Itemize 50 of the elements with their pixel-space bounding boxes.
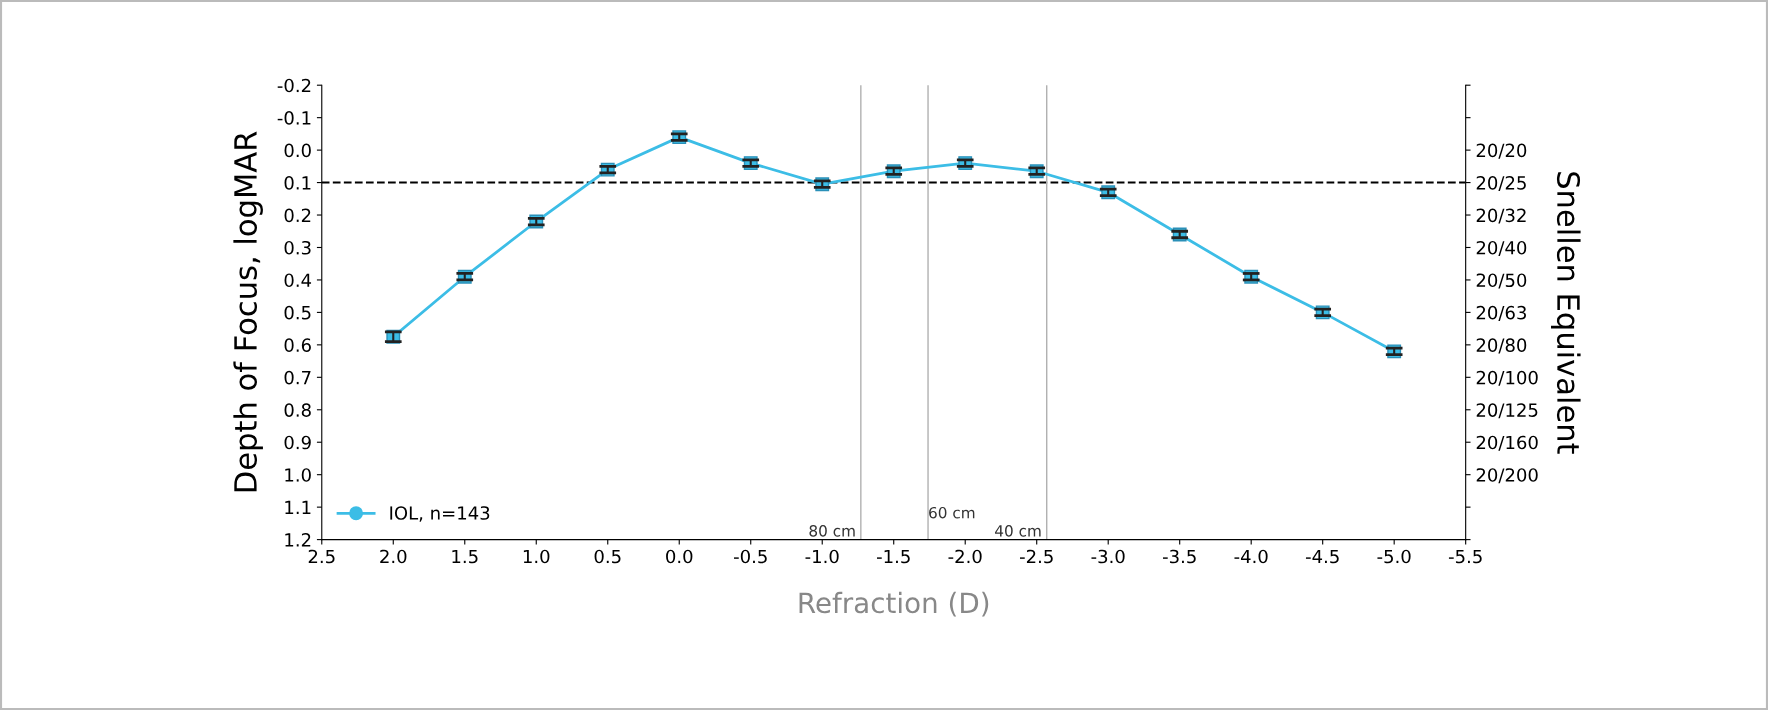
y-tick-label: 0.8 — [284, 403, 311, 417]
x-tick-label: -1.0 — [805, 549, 839, 564]
y-tick-label: 0.3 — [284, 240, 311, 255]
y-tick-label: 0.2 — [284, 208, 311, 223]
x-tick-label: 1.5 — [452, 549, 478, 564]
y-tick-label: 1.2 — [285, 533, 311, 547]
x-tick-label: -5.0 — [1377, 549, 1411, 564]
category-label: 20/32 — [1476, 208, 1526, 224]
y2-axis-title: Snellen Equivalent — [1551, 172, 1581, 454]
y-axis-title: Depth of Focus, logMAR — [233, 131, 263, 492]
y-tick-label: -0.2 — [277, 78, 311, 93]
x-tick-label: -4.0 — [1234, 549, 1268, 564]
category-label: 20/40 — [1476, 240, 1527, 257]
category-label: 20/80 — [1476, 338, 1527, 354]
x-tick-label: -3.5 — [1162, 549, 1196, 564]
y-tick-label: 1.0 — [285, 468, 311, 482]
ref-line-label: 60 cm — [929, 506, 975, 519]
category-label: 20/63 — [1476, 305, 1526, 321]
x-axis-title: Refraction (D) — [799, 591, 989, 617]
category-label: 20/25 — [1476, 176, 1526, 192]
x-tick-label: 0.0 — [666, 549, 693, 564]
category-label: 20/125 — [1476, 403, 1538, 419]
y-tick-label: 0.7 — [284, 370, 311, 385]
ref-line-label: 40 cm — [995, 525, 1041, 537]
y-tick-label: 1.1 — [285, 500, 311, 514]
y-tick-label: 0.5 — [284, 305, 311, 320]
category-label: 20/160 — [1476, 435, 1538, 451]
category-label: 20/20 — [1476, 143, 1527, 159]
category-label: 20/100 — [1476, 370, 1538, 386]
x-tick-label: 1.0 — [523, 549, 550, 564]
y-tick-label: 0.1 — [284, 176, 311, 190]
ref-line-label: 80 cm — [809, 525, 855, 537]
legend-label: IOL, n=143 — [390, 506, 490, 522]
x-tick-label: -2.0 — [948, 549, 982, 564]
x-tick-label: -2.5 — [1019, 549, 1053, 564]
x-tick-label: -4.5 — [1305, 549, 1339, 564]
x-tick-label: -5.5 — [1448, 549, 1482, 564]
category-label: 20/200 — [1476, 468, 1538, 484]
x-tick-label: 0.5 — [594, 549, 621, 564]
x-tick-label: -3.0 — [1091, 549, 1125, 564]
x-tick-label: -0.5 — [734, 549, 767, 564]
y-tick-label: 0.0 — [284, 143, 311, 158]
x-tick-label: 2.5 — [308, 549, 335, 564]
x-tick-label: -1.5 — [876, 549, 910, 564]
x-tick-label: 2.0 — [380, 549, 407, 564]
y-tick-label: 0.6 — [284, 338, 311, 352]
y-tick-label: 0.9 — [284, 435, 311, 450]
y-tick-label: 0.4 — [284, 273, 312, 288]
y-tick-label: -0.1 — [277, 111, 311, 125]
category-label: 20/50 — [1476, 273, 1527, 289]
